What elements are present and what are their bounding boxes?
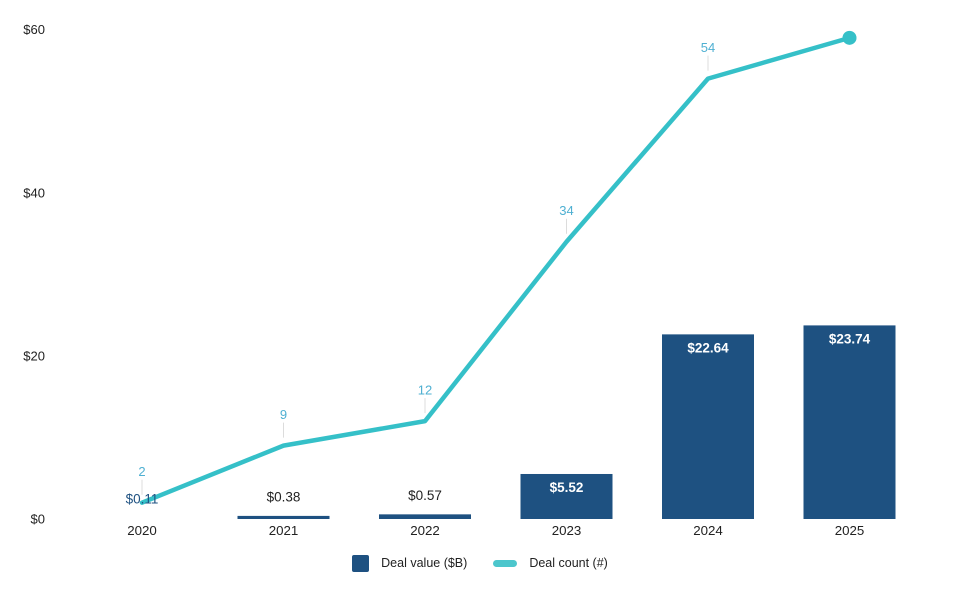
bar-value-label-2024: $22.64 <box>687 340 729 355</box>
legend-label-deal-count: Deal count (#) <box>529 555 608 570</box>
count-label-2022: 12 <box>418 383 432 398</box>
y-axis-tick-60: $60 <box>23 22 45 37</box>
y-axis-tick-40: $40 <box>23 185 45 200</box>
bar-2021[interactable] <box>237 515 330 519</box>
legend-swatch-deal-value <box>352 554 370 572</box>
bar-value-label-2025: $23.74 <box>829 331 871 346</box>
bar-2022[interactable] <box>379 514 471 519</box>
y-axis-tick-20: $20 <box>23 348 45 363</box>
count-label-2024: 54 <box>701 40 715 55</box>
bar-value-label-2023: $5.52 <box>550 480 584 495</box>
bar-value-label-2021: $0.38 <box>267 489 301 504</box>
x-axis-tick-2025: 2025 <box>835 523 865 538</box>
bar-2024[interactable] <box>662 334 754 519</box>
x-axis-tick-2022: 2022 <box>410 523 440 538</box>
x-axis-tick-2020: 2020 <box>127 523 157 538</box>
count-label-2020: 2 <box>138 464 145 479</box>
y-axis-tick-0: $0 <box>31 512 45 527</box>
x-axis-tick-2023: 2023 <box>552 523 582 538</box>
legend-label-deal-value: Deal value ($B) <box>381 555 468 570</box>
bar-2023[interactable] <box>520 473 613 519</box>
legend-item-deal-value[interactable]: Deal value ($B) <box>352 554 468 572</box>
count-label-2021: 9 <box>280 407 287 422</box>
x-axis-tick-2024: 2024 <box>693 523 723 538</box>
x-axis-tick-2021: 2021 <box>269 523 299 538</box>
legend-item-deal-count[interactable]: Deal count (#) <box>493 555 608 572</box>
chart-canvas: 2 9 12 34 54 $0.11 $0.38 $0.57 $5.52 $22.64 $23.74… <box>23 22 896 538</box>
legend-swatch-deal-count <box>493 559 518 567</box>
bar-2025[interactable] <box>803 325 896 519</box>
count-label-2023: 34 <box>559 203 573 218</box>
chart-legend: Deal value ($B) Deal count (#) <box>0 547 960 579</box>
deal-count-line[interactable] <box>139 35 852 505</box>
bar-value-label-2022: $0.57 <box>408 488 442 503</box>
bar-value-label-2020: $0.11 <box>126 492 159 507</box>
line-end-point[interactable] <box>842 30 857 45</box>
